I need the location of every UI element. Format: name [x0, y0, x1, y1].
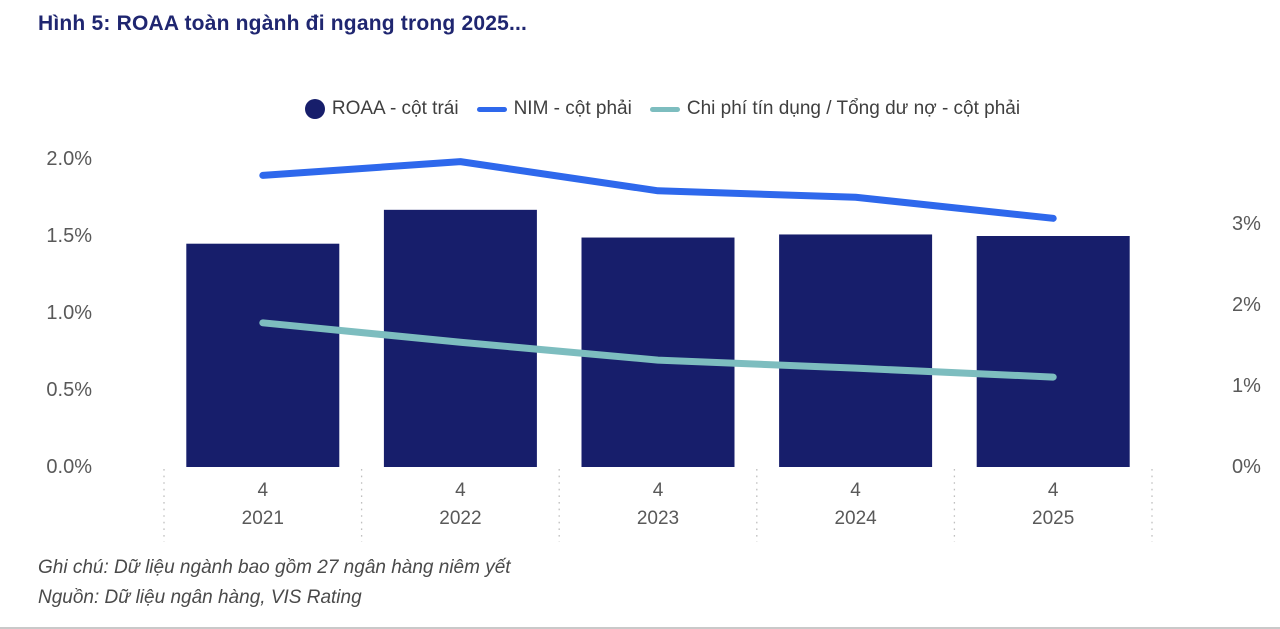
- page-footer-divider: [0, 627, 1280, 629]
- line-series: [259, 158, 1057, 381]
- roaa-bar: [779, 234, 933, 467]
- left-axis-tick: 0.0%: [46, 456, 92, 478]
- quarter-label: 4: [257, 480, 269, 501]
- right-axis-tick: 0%: [1232, 456, 1261, 478]
- legend-label-roaa: ROAA - cột trái: [331, 98, 459, 119]
- chart-footnote: Ghi chú: Dữ liệu ngành bao gồm 27 ngân h…: [38, 557, 511, 578]
- quarter-label: 4: [455, 480, 466, 501]
- x-axis-category: 4 2024: [776, 481, 936, 528]
- right-axis-tick: 3%: [1232, 213, 1261, 235]
- roaa-bar-series: [186, 209, 1130, 467]
- legend-item-roaa: ROAA - cột trái: [304, 98, 459, 120]
- nim-line: [259, 158, 1057, 222]
- legend-item-credit-cost: Chi phí tín dụng / Tổng dư nợ - cột phải: [649, 98, 1021, 120]
- right-axis-tick: 1%: [1232, 375, 1261, 397]
- quarter-label: 4: [652, 480, 664, 501]
- chart-source: Nguồn: Dữ liệu ngân hàng, VIS Rating: [38, 587, 362, 608]
- chart-legend: ROAA - cột trái NIM - cột phải Chi phí t…: [165, 98, 1160, 120]
- x-axis-category: 4 2025: [973, 481, 1133, 528]
- legend-label-nim: NIM - cột phải: [513, 98, 632, 119]
- year-label: 2021: [241, 508, 284, 529]
- legend-item-nim: NIM - cột phải: [476, 98, 632, 120]
- year-label: 2023: [636, 508, 680, 529]
- credit-cost-line-icon: [649, 106, 680, 112]
- quarter-label: 4: [850, 480, 861, 501]
- year-label: 2024: [834, 508, 877, 529]
- year-label: 2022: [439, 508, 482, 529]
- x-axis-category: 4 2023: [578, 481, 738, 528]
- nim-line-icon: [476, 106, 507, 112]
- left-axis-tick: 1.5%: [46, 225, 92, 247]
- quarter-label: 4: [1047, 480, 1059, 501]
- left-axis-tick: 0.5%: [46, 379, 92, 401]
- legend-label-credit-cost: Chi phí tín dụng / Tổng dư nợ - cột phải: [686, 98, 1021, 119]
- credit-cost-line: [259, 319, 1057, 381]
- x-axis-category: 4 2022: [380, 481, 540, 528]
- x-axis-category: 4 2021: [183, 481, 343, 528]
- left-axis-tick: 1.0%: [46, 302, 92, 324]
- right-axis-tick: 2%: [1232, 294, 1261, 316]
- left-axis-tick: 2.0%: [46, 148, 92, 170]
- roaa-bar: [186, 243, 340, 467]
- year-label: 2025: [1032, 508, 1075, 529]
- roaa-bar: [976, 236, 1130, 467]
- chart-title: Hình 5: ROAA toàn ngành đi ngang trong 2…: [38, 12, 528, 35]
- category-guide-lines: [163, 469, 1153, 542]
- roaa-circle-icon: [304, 99, 325, 119]
